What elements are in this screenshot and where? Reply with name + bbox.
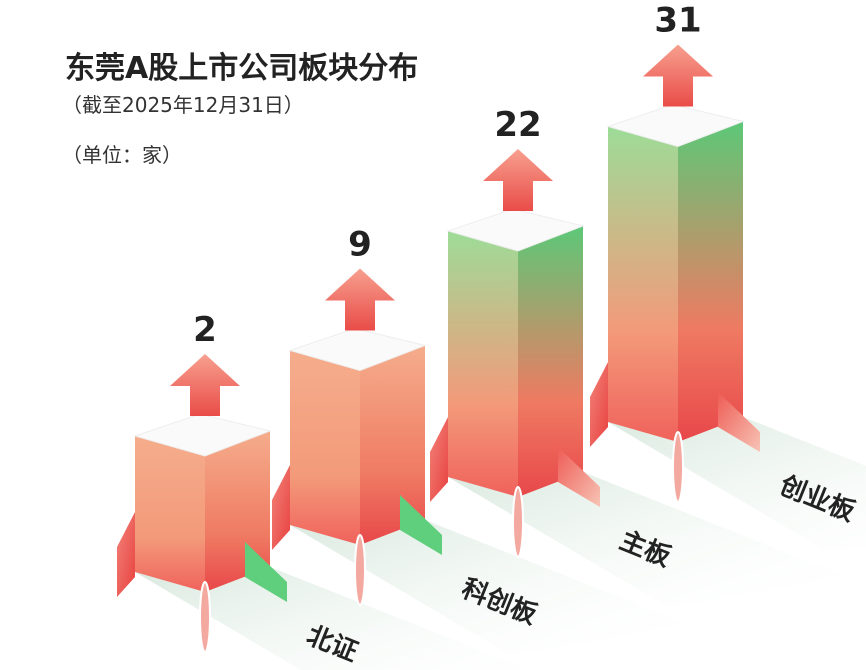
fin xyxy=(590,362,608,447)
bar-right-face xyxy=(518,226,583,497)
bar-left-face xyxy=(290,350,360,545)
fin xyxy=(272,465,290,550)
bar xyxy=(288,327,427,545)
fin xyxy=(718,392,760,452)
value-label: 2 xyxy=(193,310,217,350)
arrow xyxy=(643,44,713,107)
bar xyxy=(606,103,745,442)
flame xyxy=(512,486,524,558)
flame xyxy=(354,534,366,606)
bar-left-face xyxy=(135,436,205,592)
arrow xyxy=(170,354,240,416)
unit-label: （单位：家） xyxy=(62,143,182,167)
flame xyxy=(199,581,211,653)
value-label: 22 xyxy=(494,105,541,145)
fin xyxy=(558,447,600,507)
arrow xyxy=(325,268,395,331)
fin xyxy=(117,512,135,597)
bar-left-face xyxy=(608,126,678,442)
fin xyxy=(400,495,442,555)
chart-subtitle: （截至2025年12月31日） xyxy=(62,93,304,117)
fin xyxy=(430,417,448,502)
bar-right-face xyxy=(360,345,425,545)
chart-title: 东莞A股上市公司板块分布 xyxy=(65,51,418,86)
bar-left-face xyxy=(448,231,518,497)
bar-shadow xyxy=(608,417,866,552)
value-label: 31 xyxy=(654,1,701,41)
fin xyxy=(245,542,287,602)
bar-right-face xyxy=(678,121,743,442)
arrow xyxy=(483,149,553,211)
bar xyxy=(446,208,585,497)
bar-shadow xyxy=(448,472,848,607)
value-label: 9 xyxy=(348,225,372,265)
flame xyxy=(672,431,684,503)
bar-shadow xyxy=(135,567,530,670)
bar-shadow xyxy=(290,520,690,655)
